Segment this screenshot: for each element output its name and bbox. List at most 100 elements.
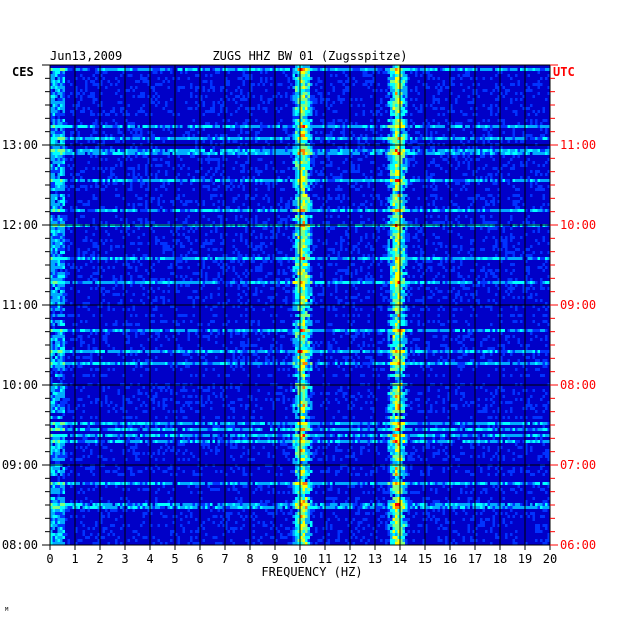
spectrogram-cell: [345, 230, 348, 233]
spectrogram-cell: [115, 245, 118, 248]
spectrogram-cell: [395, 236, 398, 239]
spectrogram-cell: [395, 122, 398, 125]
spectrogram-cell: [432, 68, 435, 71]
spectrogram-cell: [365, 149, 368, 152]
spectrogram-cell: [262, 206, 265, 209]
spectrogram-cell: [112, 110, 115, 113]
spectrogram-cell: [95, 179, 98, 182]
spectrogram-cell: [125, 218, 128, 221]
spectrogram-cell: [465, 113, 468, 116]
spectrogram-cell: [365, 209, 368, 212]
spectrogram-cell: [197, 263, 200, 266]
spectrogram-cell: [297, 77, 300, 80]
spectrogram-cell: [397, 131, 400, 134]
spectrogram-cell: [235, 140, 238, 143]
spectrogram-cell: [57, 122, 60, 125]
spectrogram-cell: [82, 185, 85, 188]
spectrogram-cell: [295, 68, 298, 71]
spectrogram-cell: [542, 164, 545, 167]
spectrogram-cell: [477, 152, 480, 155]
spectrogram-cell: [172, 254, 175, 257]
spectrogram-cell: [442, 149, 445, 152]
spectrogram-cell: [412, 155, 415, 158]
spectrogram-cell: [240, 98, 243, 101]
spectrogram-cell: [375, 209, 378, 212]
spectrogram-cell: [50, 89, 53, 92]
spectrogram-cell: [250, 74, 253, 77]
spectrogram-cell: [307, 209, 310, 212]
spectrogram-cell: [420, 227, 423, 230]
spectrogram-cell: [432, 152, 435, 155]
spectrogram-cell: [217, 257, 220, 260]
spectrogram-cell: [292, 74, 295, 77]
spectrogram-cell: [502, 245, 505, 248]
spectrogram-cell: [135, 146, 138, 149]
spectrogram-cell: [302, 146, 305, 149]
spectrogram-cell: [455, 245, 458, 248]
spectrogram-cell: [185, 101, 188, 104]
spectrogram-cell: [207, 254, 210, 257]
spectrogram-cell: [507, 182, 510, 185]
spectrogram-cell: [315, 83, 318, 86]
spectrogram-cell: [55, 179, 58, 182]
spectrogram-cell: [112, 152, 115, 155]
spectrogram-cell: [430, 173, 433, 176]
spectrogram-cell: [342, 194, 345, 197]
spectrogram-cell: [490, 200, 493, 203]
spectrogram-cell: [212, 137, 215, 140]
spectrogram-cell: [435, 98, 438, 101]
spectrogram-cell: [265, 164, 268, 167]
spectrogram-cell: [532, 149, 535, 152]
spectrogram-cell: [455, 158, 458, 161]
spectrogram-cell: [227, 125, 230, 128]
spectrogram-cell: [255, 257, 258, 260]
spectrogram-cell: [420, 134, 423, 137]
spectrogram-cell: [267, 98, 270, 101]
spectrogram-cell: [97, 209, 100, 212]
spectrogram-cell: [192, 125, 195, 128]
spectrogram-cell: [300, 125, 303, 128]
spectrogram-cell: [265, 140, 268, 143]
spectrogram-cell: [500, 146, 503, 149]
spectrogram-cell: [327, 152, 330, 155]
spectrogram-cell: [107, 233, 110, 236]
spectrogram-cell: [167, 86, 170, 89]
spectrogram-cell: [120, 107, 123, 110]
spectrogram-cell: [82, 239, 85, 242]
spectrogram-cell: [507, 140, 510, 143]
spectrogram-cell: [240, 263, 243, 266]
spectrogram-cell: [300, 164, 303, 167]
spectrogram-cell: [430, 209, 433, 212]
spectrogram-cell: [300, 170, 303, 173]
spectrogram-cell: [545, 209, 548, 212]
spectrogram-cell: [245, 254, 248, 257]
spectrogram-cell: [425, 257, 428, 260]
spectrogram-cell: [400, 218, 403, 221]
spectrogram-cell: [540, 188, 543, 191]
spectrogram-cell: [250, 86, 253, 89]
spectrogram-cell: [397, 167, 400, 170]
spectrogram-cell: [97, 83, 100, 86]
spectrogram-cell: [500, 119, 503, 122]
spectrogram-cell: [327, 179, 330, 182]
spectrogram-cell: [77, 137, 80, 140]
spectrogram-cell: [440, 197, 443, 200]
spectrogram-cell: [57, 137, 60, 140]
spectrogram-cell: [272, 182, 275, 185]
spectrogram-cell: [395, 110, 398, 113]
spectrogram-cell: [347, 68, 350, 71]
spectrogram-cell: [285, 92, 288, 95]
spectrogram-cell: [457, 137, 460, 140]
spectrogram-cell: [195, 170, 198, 173]
spectrogram-cell: [280, 260, 283, 263]
spectrogram-cell: [147, 221, 150, 224]
spectrogram-cell: [440, 89, 443, 92]
spectrogram-cell: [357, 158, 360, 161]
spectrogram-cell: [62, 239, 65, 242]
spectrogram-cell: [505, 248, 508, 251]
spectrogram-cell: [450, 230, 453, 233]
spectrogram-cell: [467, 161, 470, 164]
spectrogram-cell: [152, 221, 155, 224]
spectrogram-cell: [465, 182, 468, 185]
spectrogram-cell: [510, 215, 513, 218]
